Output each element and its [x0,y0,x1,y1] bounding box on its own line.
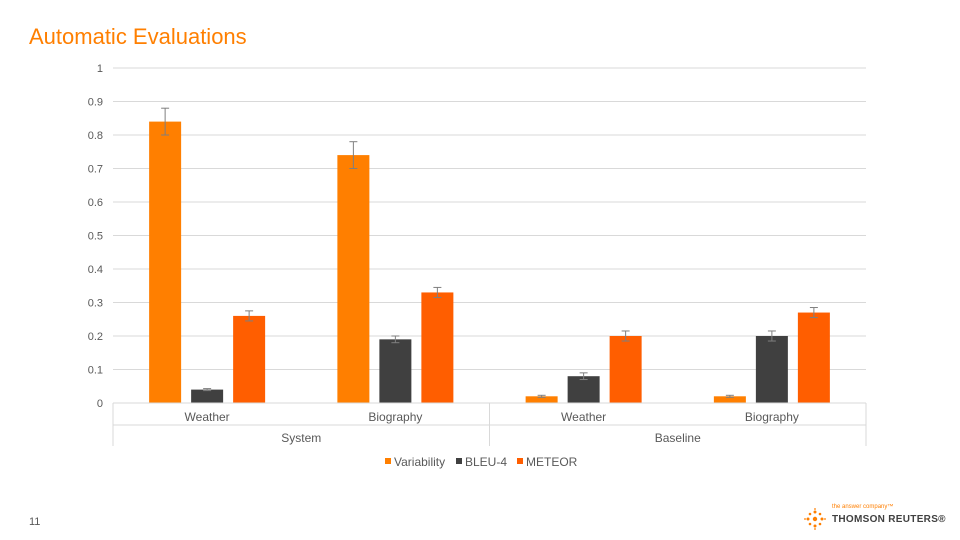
error-bar-meteor [245,310,254,322]
y-tick-label: 0 [97,398,103,410]
error-bar-variability [537,394,546,398]
x-group-label: Baseline [655,431,701,445]
bar-bleu4 [191,389,224,403]
legend-label: METEOR [526,455,578,469]
thomson-reuters-logo-icon [804,508,826,530]
x-category-label: Biography [368,410,422,424]
legend-item-variability: Variability [385,455,445,469]
error-bar-bleu4 [203,388,212,392]
y-tick-label: 0.4 [88,264,103,276]
y-axis-ticks: 0 0.1 0.2 0.3 0.4 0.5 0.6 0.7 0.8 0.9 1 [88,63,103,410]
bar-variability [149,121,182,403]
legend: Variability BLEU-4 METEOR [385,455,578,469]
brand-block: the answer company™ THOMSON REUTERS® [804,504,946,532]
x-category-label: Biography [745,410,799,424]
error-bar-variability [725,394,734,398]
bar-meteor [421,292,454,403]
y-tick-label: 0.8 [88,130,103,142]
error-bar-bleu4 [767,330,776,342]
y-tick-label: 0.5 [88,231,103,243]
error-bar-meteor [809,307,818,319]
error-bar-meteor [433,286,442,298]
error-bar-meteor [621,330,630,342]
bar-bleu4 [755,336,788,403]
bar-meteor [233,315,266,403]
bar-variability [525,396,558,403]
bar-bleu4 [379,339,412,403]
error-bar-bleu4 [579,372,588,381]
legend-swatch [517,458,523,464]
bar-variability [337,155,370,403]
x-category-label: Weather [185,410,230,424]
error-bar-bleu4 [391,335,400,344]
bar-meteor [797,312,830,403]
error-bar-variability [349,141,358,169]
legend-swatch [385,458,391,464]
bar-bleu4 [567,376,600,403]
y-tick-label: 0.1 [88,365,103,377]
bar-meteor [609,336,642,403]
y-tick-label: 0.2 [88,331,103,343]
page-number: 11 [29,516,41,528]
x-category-label: Weather [561,410,606,424]
error-bar-variability [161,107,170,136]
legend-item-meteor: METEOR [517,455,578,469]
brand-name: THOMSON REUTERS® [832,514,946,525]
y-tick-label: 1 [97,63,103,75]
gridlines [113,67,866,404]
bars [149,107,830,403]
x-group-label: System [281,431,321,445]
y-tick-label: 0.9 [88,97,103,109]
y-tick-label: 0.7 [88,164,103,176]
slide-title: Automatic Evaluations [29,24,247,49]
bar-variability [713,396,746,403]
legend-swatch [456,458,462,464]
legend-label: Variability [394,455,445,469]
legend-item-bleu4: BLEU-4 [456,455,507,469]
brand-tagline: the answer company™ [832,504,894,510]
legend-label: BLEU-4 [465,455,507,469]
x-axis: Weather Biography Weather Biography System Ba… [112,402,867,446]
y-tick-label: 0.3 [88,298,103,310]
y-tick-label: 0.6 [88,197,103,209]
